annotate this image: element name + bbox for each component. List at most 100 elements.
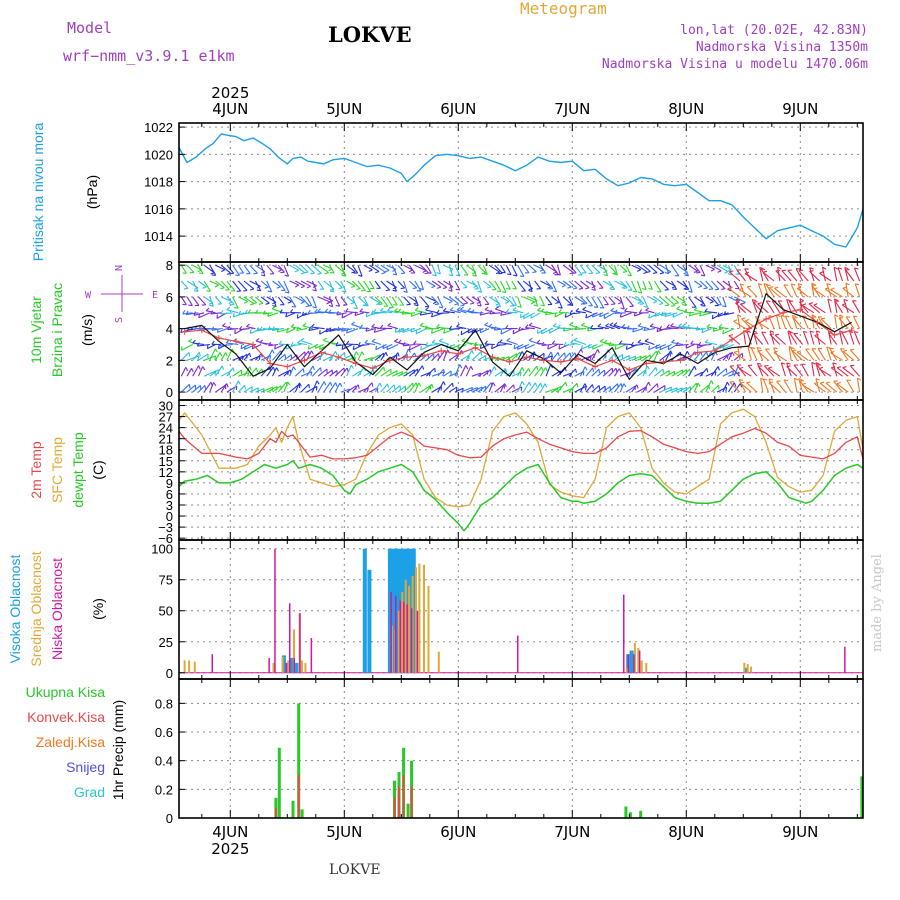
wind-barb [801,363,809,377]
wind-barb [619,280,628,289]
wind-barb-tick [659,302,664,306]
wind-barb [694,371,703,377]
wind-barb [479,328,490,334]
wind-barb-tick [285,312,288,318]
wind-barb [311,380,318,393]
wind-barb-tick [811,361,816,365]
wind-barb-tick [591,288,596,291]
wind-barb [239,328,250,331]
wind-barb [371,326,381,330]
mid-cloud-label: Srednja Oblacnost [28,551,44,666]
wind-barb-tick [451,383,454,388]
wind-barb-tick [587,344,590,349]
wind-barb [357,280,366,291]
wind-barb [562,280,572,288]
wind-barb-tick [425,342,429,347]
wind-barb [215,365,223,377]
wind-barb [449,309,461,314]
wind-barb-tick [592,345,594,350]
wind-barb [420,371,431,377]
wind-barb-tick [613,273,618,276]
wind-barb [437,296,444,309]
wind-barb-tick [666,324,670,328]
wind-barb [285,312,296,318]
wind-barb-tick [643,305,648,308]
wind-barb [733,320,746,330]
wind-barb-tick [744,271,750,275]
wind-barb-tick [737,314,742,318]
wind-barb [246,326,256,330]
wind-barb [728,371,740,377]
wind-barb-tick [697,382,701,387]
wind-barb-tick [278,269,283,273]
wind-barb [671,369,683,377]
wind-barb [209,264,217,276]
wind-barb-tick [493,366,497,371]
wind-barb-tick [642,287,647,291]
wind-barb-tick [267,290,272,293]
wind-barb [436,326,450,330]
wind-barb-tick [751,347,756,349]
low-cloud-bar [403,602,405,673]
wind-barb-tick [430,329,434,334]
wind-barb-tick [637,339,642,343]
wind-barb [613,324,627,330]
wind-barb [741,318,752,329]
wind-barb-tick [307,345,310,350]
wind-barb-tick [361,351,365,356]
wind-barb [456,326,467,330]
wind-barb-tick [575,368,577,373]
wind-barb [260,328,273,331]
wind-barb [232,264,240,276]
wind-barb [659,296,670,306]
ytick-label: 21 [159,432,173,447]
wind-barb [574,385,587,393]
wind-barb [830,367,843,377]
wind-barb [699,351,708,361]
wind-barb-tick [431,339,436,344]
wind-barb-tick [802,315,807,318]
wind-barb-tick [322,337,327,341]
wind-barb [688,296,697,308]
wind-barb [297,312,307,319]
wind-barb-tick [569,322,574,326]
wind-barb-tick [599,338,604,342]
wind-barb-tick [505,324,509,329]
wind-barb-tick [346,367,349,373]
wind-barb-tick [585,313,588,319]
wind-barb-tick [356,288,361,290]
ytick-label: 6 [166,290,173,305]
wind-barb [844,267,849,282]
wind-barb [747,365,758,377]
wind-barb-tick [733,382,737,387]
compass-north: N [114,265,125,271]
wind-barb [483,369,491,377]
wind-barb [317,296,331,303]
wind-barb-tick [255,338,260,342]
wind-barb-tick [420,346,422,351]
wind-barb-tick [614,353,617,358]
wind-barb-tick [820,381,825,384]
wind-barb [387,310,399,314]
wind-barb [619,296,625,310]
wind-barb [765,300,775,314]
wind-barb [614,354,623,361]
wind-barb-tick [722,344,725,350]
wind-barb-tick [259,339,264,344]
wind-barb-tick [477,304,482,307]
wind-barb [465,366,472,377]
wind-barb [569,312,581,315]
wind-barb-tick [459,364,463,369]
wind-barb-tick [350,364,354,369]
wind-barb [340,264,347,277]
wind-barb [488,264,501,273]
wind-barb-tick [676,306,681,310]
wind-barb-tick [302,368,305,373]
wind-barb [272,385,282,393]
wind-barb [471,280,479,290]
wind-barb [688,264,698,272]
wind-barb [739,303,752,314]
wind-barb [693,280,703,287]
wind-barb [625,355,636,361]
wind-barb [716,280,726,290]
